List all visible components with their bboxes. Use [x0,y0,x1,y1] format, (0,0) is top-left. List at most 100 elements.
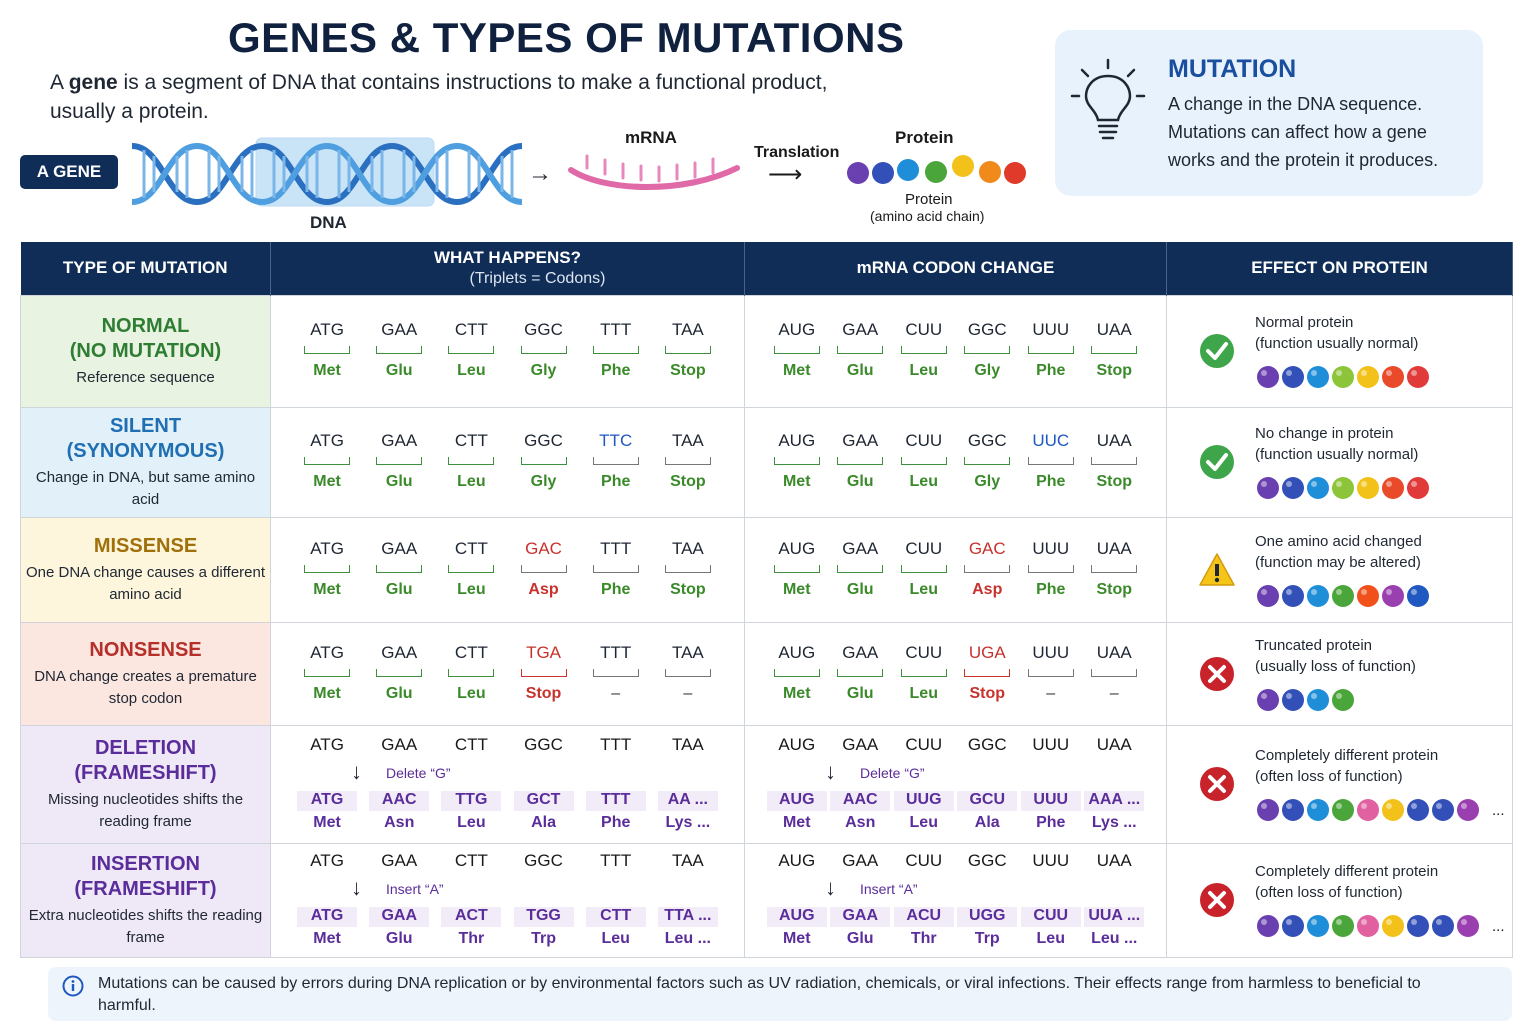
amino-acid: Gly [530,362,557,379]
codon: TAA [671,431,704,450]
dna-codon-cell: ATG GAA CTT GGC TTT TAA ↓ Delete “G” ATG AAC TTG GC… [270,724,745,844]
shifted-codon: UGG [957,907,1018,927]
footer-note: Mutations can be caused by errors during… [48,967,1512,1021]
codon: UAA [1096,735,1132,754]
effect-cell: Normal protein (function usually normal) [1166,294,1513,408]
frameshift-note: Insert “A” [860,881,918,897]
effect-cell: Completely different protein (often loss … [1166,724,1513,844]
dna-codon-cell: ATG Met GAA Glu CTT Leu GAC Asp TTT Phe TAA Stop [270,516,745,623]
amino-acid: Leu ... [664,930,711,947]
codon-group: CUU Leu [894,320,954,382]
codon: ATG [310,431,344,450]
codon: UAA [1096,431,1132,450]
codon: UUU [1032,735,1070,754]
codon-group: CTT Leu [441,539,501,601]
amino-acid: Leu [909,580,938,598]
codon-group: GGC Gly [514,431,574,493]
ellipsis: ... [1492,801,1505,819]
protein-chain-icon [1257,915,1479,937]
shifted-codon: ATG [297,791,358,811]
amino-acid: Glu [846,473,874,490]
amino-acid: Stop [670,473,706,490]
amino-acid: – [683,684,693,702]
codon: GAC [968,538,1006,558]
table-row: MISSENSE One DNA change causes a differen… [20,516,1513,623]
mrna-strand-icon [568,154,740,190]
dna-codon-cell: ATG Met GAA Glu CTT Leu TGA Stop TTT – TAA – [270,621,745,726]
codon: CTT [454,735,488,754]
table-row: SILENT (SYNONYMOUS) Change in DNA, but sam… [20,406,1513,518]
codon-group: UGA Stop [957,643,1017,705]
effect-note: (function may be altered) [1255,553,1421,571]
codon: CTT [454,642,488,662]
amino-acid: Gly [974,473,1001,490]
shifted-codon: ACT [441,907,502,927]
amino-acid: Stop [1096,473,1133,490]
header-what: WHAT HAPPENS? (Triplets = Codons) [270,242,745,295]
amino-acid: Leu [909,473,938,490]
codon: UAA [1096,642,1132,662]
amino-acid: Leu [909,814,938,831]
amino-acid: Met [313,930,341,947]
amino-acid: Leu [909,362,938,379]
rna-codon-cell: AUG Met GAA Glu CUU Leu GAC Asp UUU Phe UAA Stop [744,516,1167,623]
effect-title: No change in protein [1255,425,1394,442]
intro-text: A gene is a segment of DNA that contains… [50,71,828,123]
amino-acid: Met [782,362,811,379]
codon-group: CUU Leu [894,539,954,601]
shifted-codon: CTT [585,907,646,927]
codon: GGC [967,735,1007,754]
mutation-type-sub: (NO MUTATION) [69,339,222,362]
codon: UUU [1032,851,1070,870]
codon-group: GAA Glu [369,643,429,705]
codon: AUG [778,851,816,870]
mutation-type-sub: (FRAMESHIFT) [74,761,217,784]
codon: TAA [671,642,704,662]
amino-acid: – [1109,684,1119,702]
shifted-codon: CUU [1020,907,1081,927]
amino-acid: Ala [531,814,556,831]
codon: GAA [842,735,879,754]
shifted-codon: TTG [441,791,502,811]
protein-caption-sub: (amino acid chain) [870,208,985,224]
amino-acid: Leu [457,362,486,379]
arrow-down-icon: ↓ [825,875,836,900]
mutation-type-desc: Change in DNA, but same amino acid [35,468,256,508]
codon: GAA [381,851,418,870]
codon-group: UAA Stop [1084,431,1144,493]
amino-acid: Phe [1036,362,1066,379]
translation-label: Translation [754,144,840,161]
amino-acid: Met [313,580,341,598]
amino-acid: – [1046,684,1056,702]
shifted-codon: TGG [513,907,574,927]
header-mrna: mRNA CODON CHANGE [744,242,1167,295]
amino-acid: Met [782,684,811,702]
mutation-table: TYPE OF MUTATION WHAT HAPPENS? (Triplets … [20,242,1513,958]
amino-acid: Phe [1036,814,1066,831]
rna-codon-cell: AUG Met GAA Glu CUU Leu GGC Gly UUC Phe UAA Stop [744,406,1167,518]
shifted-codon: TTT [585,791,646,811]
codon: CUU [905,431,943,450]
amino-acid: Leu [909,684,938,702]
codon-group: TAA Stop [658,431,718,493]
mutation-type-desc: One DNA change causes a different amino … [25,563,266,603]
amino-acid: Glu [846,362,874,379]
mutation-callout [1055,30,1483,196]
codon-group: AUG Met [767,539,827,601]
shifted-codon: AA ... [657,791,718,811]
amino-acid: Glu [846,930,874,947]
codon-group: AUG Met [767,320,827,382]
codon-group: GAA Glu [369,539,429,601]
amino-acid: Asp [528,580,559,598]
codon-group: GAA Glu [830,643,890,705]
shifted-codon: GAA [369,907,430,927]
codon-group: GAC Asp [957,539,1017,601]
amino-acid: Met [782,814,811,831]
codon: UAA [1096,538,1132,558]
codon: ATG [310,735,344,754]
amino-acid: – [611,684,621,702]
codon-group: TTT – [586,643,646,705]
codon: AUG [778,431,816,450]
amino-acid: Thr [458,930,485,947]
codon: TTT [600,320,632,339]
